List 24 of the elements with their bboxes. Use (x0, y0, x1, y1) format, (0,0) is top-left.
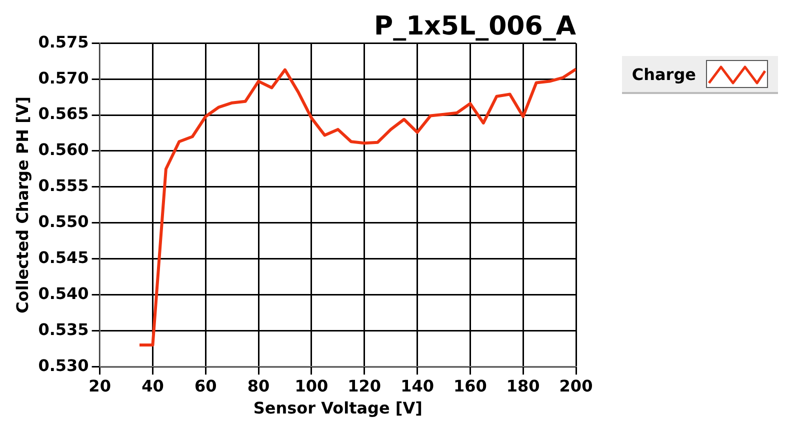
x-tick-label: 180 (506, 376, 540, 396)
x-tick-label: 60 (194, 376, 217, 396)
x-tick-label: 200 (559, 376, 593, 396)
chart-title: P_1x5L_006_A (374, 11, 576, 42)
y-tick-label: 0.545 (38, 248, 89, 267)
legend-label: Charge (632, 64, 696, 84)
y-tick-label: 0.535 (38, 320, 89, 339)
y-tick-label: 0.565 (38, 104, 89, 124)
x-tick-label: 100 (294, 376, 328, 396)
x-tick-label: 40 (142, 376, 164, 396)
y-tick-label: 0.555 (38, 176, 89, 196)
y-tick-label: 0.570 (38, 68, 89, 88)
y-tick-label: 0.560 (38, 140, 89, 160)
x-tick-label: 160 (453, 376, 487, 396)
x-axis-title: Sensor Voltage [V] (253, 398, 422, 418)
y-tick-label: 0.550 (38, 212, 89, 232)
x-tick-label: 20 (88, 376, 111, 396)
y-axis-title: Collected Charge PH [V] (12, 96, 32, 314)
y-tick-label: 0.575 (38, 32, 89, 52)
y-tick-label: 0.540 (38, 284, 89, 303)
x-tick-label: 140 (400, 376, 434, 396)
x-tick-label: 80 (247, 376, 270, 396)
x-tick-label: 120 (348, 376, 382, 396)
y-tick-label: 0.530 (38, 356, 89, 375)
